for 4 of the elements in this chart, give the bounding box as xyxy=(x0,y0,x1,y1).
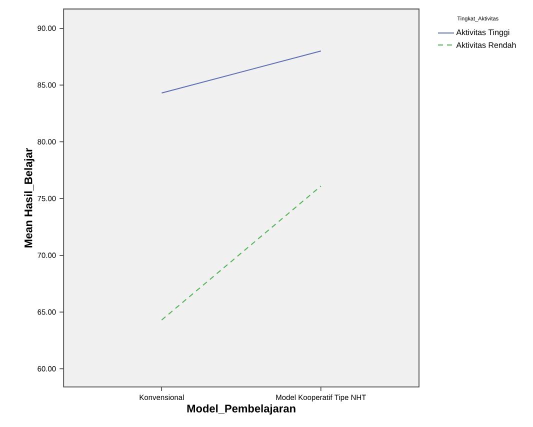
x-axis-title: Model_Pembelajaran xyxy=(187,404,296,415)
legend-label: Aktivitas Tinggi xyxy=(456,29,510,37)
legend-label: Aktivitas Rendah xyxy=(456,42,516,48)
y-axis-title: Mean Hasil_Belajar xyxy=(24,148,34,248)
